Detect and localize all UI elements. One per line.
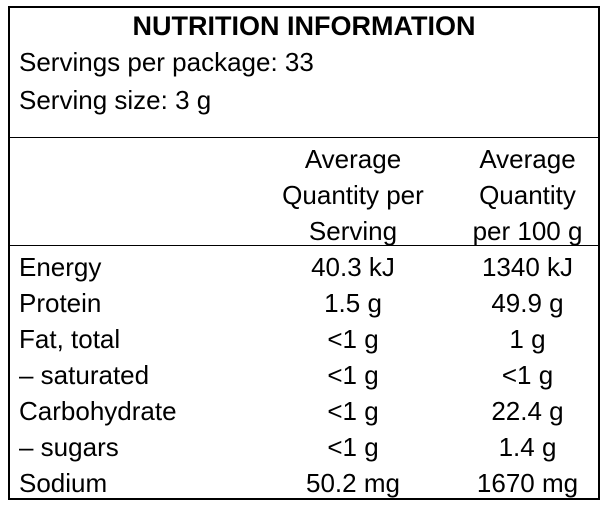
column-header-line: Quantity: [479, 180, 576, 210]
column-header-line: Serving: [308, 216, 398, 246]
nutrient-row-sugars: – sugars <1 g 1.4 g: [10, 429, 598, 465]
nutrient-row-carbohydrate: Carbohydrate <1 g 22.4 g: [10, 393, 598, 429]
column-header-line: Average: [304, 144, 402, 174]
nutrient-row-fat-total: Fat, total <1 g 1 g: [10, 321, 598, 357]
per-serving-value: 1.5 g: [324, 288, 382, 318]
panel-title: NUTRITION INFORMATION: [132, 11, 476, 41]
nutrition-panel: NUTRITION INFORMATION Servings per packa…: [8, 6, 600, 500]
per-100g-value: 1670 mg: [476, 468, 579, 498]
serving-size: Serving size: 3 g: [19, 85, 212, 115]
column-header-per-100g: Average Quantity per 100 g: [455, 141, 600, 249]
servings-per-package: Servings per package: 33: [19, 47, 314, 77]
nutrient-label: – saturated: [19, 360, 150, 390]
per-100g-value: 1340 kJ: [481, 252, 574, 282]
nutrient-row-energy: Energy 40.3 kJ 1340 kJ: [10, 249, 598, 285]
column-header-line: Average: [479, 144, 576, 174]
divider-top: [10, 137, 598, 138]
per-serving-value: 50.2 mg: [306, 468, 400, 498]
per-serving-value: <1 g: [327, 432, 379, 462]
divider-middle: [10, 245, 598, 246]
per-100g-value: 1 g: [509, 324, 546, 354]
column-header-per-serving: Average Quantity per Serving: [263, 141, 443, 249]
per-100g-value: <1 g: [501, 360, 554, 390]
nutrient-label: Fat, total: [19, 324, 121, 354]
nutrient-rows: Energy 40.3 kJ 1340 kJ Protein 1.5 g 49.…: [10, 249, 598, 501]
nutrient-label: Sodium: [19, 468, 108, 498]
per-serving-value: <1 g: [327, 396, 379, 426]
nutrient-row-sodium: Sodium 50.2 mg 1670 mg: [10, 465, 598, 501]
nutrient-row-protein: Protein 1.5 g 49.9 g: [10, 285, 598, 321]
per-100g-value: 49.9 g: [491, 288, 564, 318]
column-header-line: Quantity per: [282, 180, 424, 210]
nutrient-label: Protein: [19, 288, 102, 318]
per-serving-value: <1 g: [327, 360, 379, 390]
per-serving-value: <1 g: [327, 324, 379, 354]
nutrient-label: Energy: [19, 252, 102, 282]
per-100g-value: 1.4 g: [498, 432, 557, 462]
per-100g-value: 22.4 g: [491, 396, 564, 426]
column-header-line: per 100 g: [472, 216, 583, 246]
per-serving-value: 40.3 kJ: [311, 252, 395, 282]
nutrient-label: Carbohydrate: [19, 396, 177, 426]
nutrient-row-saturated: – saturated <1 g <1 g: [10, 357, 598, 393]
nutrient-label: – sugars: [19, 432, 119, 462]
